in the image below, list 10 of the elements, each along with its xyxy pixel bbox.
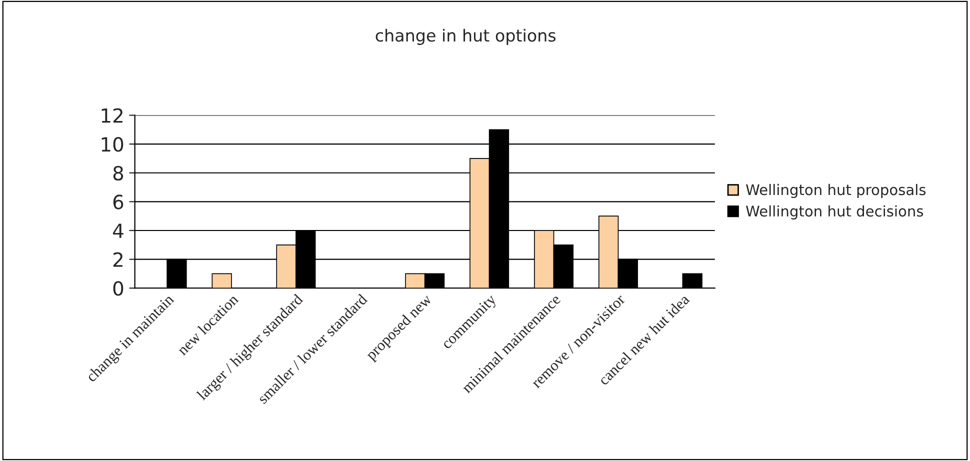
y-tick-label: 6 (113, 194, 124, 210)
y-tick-label: 12 (102, 108, 122, 123)
y-tick-label: 8 (113, 166, 124, 181)
y-tick-label: 0 (113, 281, 124, 296)
legend-label: Wellington hut proposals (746, 184, 926, 198)
y-tick-label: 4 (112, 224, 124, 238)
y-tick-label: 10 (102, 137, 124, 152)
y-tick-label: 2 (113, 252, 122, 267)
legend-label: Wellington hut decisions (746, 205, 924, 220)
chart-title: change in hut options (376, 28, 556, 45)
